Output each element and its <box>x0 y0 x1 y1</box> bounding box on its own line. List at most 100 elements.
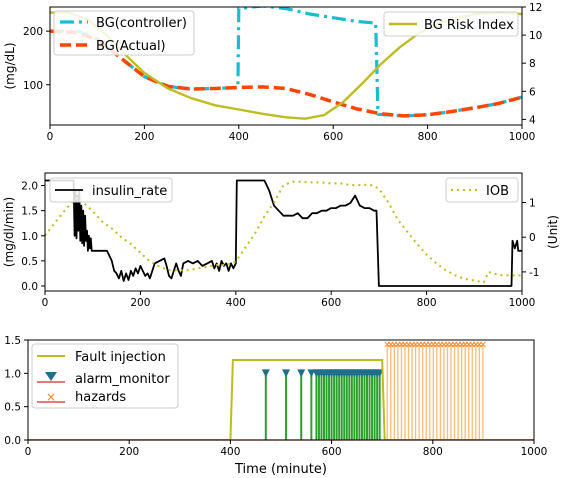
y2-tick-label: 6 <box>529 86 536 98</box>
x-tick-label: 400 <box>229 131 249 143</box>
y-tick-label: 2.0 <box>21 181 38 193</box>
hazard-marker: × <box>465 339 473 350</box>
x-tick-label: 0 <box>25 446 32 458</box>
hazard-marker: × <box>472 339 480 350</box>
hazard-marker: × <box>461 339 469 350</box>
y-tick-label: 1.5 <box>21 206 38 218</box>
bg-legend-left: BG(controller) BG(Actual) <box>53 10 195 56</box>
insulin-series-group <box>45 179 522 287</box>
hazard-marker: × <box>457 339 465 350</box>
y-tick-label: 1.5 <box>4 335 21 347</box>
hazard-marker: × <box>447 339 455 350</box>
legend-label-alarm-monitor: alarm_monitor <box>75 372 170 387</box>
x-tick-label: 0 <box>47 131 54 143</box>
fault-y-ticks: 0.0 0.5 1.0 1.5 <box>4 335 28 447</box>
y-tick-label: 0.0 <box>4 435 21 447</box>
insulin-y-axis-label: (mg/dl/min) <box>2 197 16 267</box>
y2-tick-label: 4 <box>529 114 536 126</box>
hazard-marker: × <box>394 339 402 350</box>
alarm-marker <box>261 369 270 378</box>
y-tick-label: 1.0 <box>21 231 38 243</box>
hazard-marker: × <box>429 339 437 350</box>
y-tick-label: 100 <box>23 80 43 92</box>
fault-x-ticks: 0 200 400 600 800 1000 <box>25 440 548 458</box>
series-bg-actual-line <box>50 29 522 118</box>
legend-label-bg-actual: BG(Actual) <box>96 39 166 54</box>
insulin-legend-right: IOB <box>445 177 519 203</box>
insulin-x-ticks: 0 200 400 600 800 1000 <box>42 291 536 309</box>
hazard-marker: × <box>387 339 395 350</box>
legend-marker-alarm-monitor <box>45 372 57 381</box>
y2-tick-label: 12 <box>529 2 542 14</box>
y2-tick-label: -1 <box>529 267 539 279</box>
hazard-marker: × <box>390 339 398 350</box>
alarm-marker <box>282 369 291 378</box>
y2-tick-label: 0 <box>529 232 536 244</box>
legend-label-bg-risk: BG Risk Index <box>424 18 514 33</box>
fault-series-group: ×××××××××××××××××××××××××××× <box>28 339 534 441</box>
insulin-legend-left: insulin_rate <box>49 177 173 203</box>
fault-legend: Fault injection alarm_monitor × hazards <box>31 343 179 409</box>
insulin-panel-frame <box>44 172 523 292</box>
legend-marker-hazards: × <box>46 390 56 404</box>
legend-label-iob: IOB <box>486 184 509 199</box>
hazard-marker: × <box>383 339 391 350</box>
bg-panel: 0 200 400 600 800 1000 100 200 4 6 8 10 12 (mg/dL)… <box>3 2 542 143</box>
hazard-marker: × <box>426 339 434 350</box>
hazard-marker: × <box>408 339 416 350</box>
insulin-y-ticks: 0.0 0.5 1.0 1.5 2.0 <box>21 181 45 293</box>
hazard-marker: × <box>450 339 458 350</box>
y2-tick-label: 10 <box>529 30 542 42</box>
alarm-marker <box>307 369 316 378</box>
y-tick-label: 1.0 <box>4 368 21 380</box>
bg-panel-frame <box>49 6 523 126</box>
bg-y-ticks: 100 200 <box>23 26 50 92</box>
x-tick-label: 800 <box>418 131 438 143</box>
bg-y-axis-label: (mg/dL) <box>3 42 17 89</box>
y-tick-label: 200 <box>23 26 43 38</box>
hazard-marker: × <box>443 339 451 350</box>
hazard-marker: × <box>422 339 430 350</box>
legend-label-bg-controller: BG(controller) <box>96 16 187 31</box>
hazard-marker: × <box>397 339 405 350</box>
hazard-marker: × <box>436 339 444 350</box>
fault-x-axis-label: Time (minute) <box>234 462 327 477</box>
x-tick-label: 600 <box>322 446 342 458</box>
legend-label-hazards: hazards <box>75 390 126 405</box>
x-tick-label: 400 <box>220 446 240 458</box>
alarm-marker <box>297 369 306 378</box>
hazard-marker: × <box>401 339 409 350</box>
hazard-marker: × <box>404 339 412 350</box>
fault-panel-frame <box>27 339 535 441</box>
legend-label-insulin-rate: insulin_rate <box>92 184 167 199</box>
bg-x-ticks: 0 200 400 600 800 1000 <box>47 125 536 143</box>
hazard-marker: × <box>440 339 448 350</box>
iob-y-axis-label: (Unit) <box>546 215 560 249</box>
x-tick-label: 400 <box>226 297 246 309</box>
hazard-marker: × <box>433 339 441 350</box>
x-tick-label: 200 <box>134 131 154 143</box>
hazard-marker: × <box>475 339 483 350</box>
fault-panel: ×××××××××××××××××××××××××××× 0 200 400 600 8… <box>4 335 547 477</box>
series-fault-injection-line <box>28 359 534 440</box>
x-tick-label: 1000 <box>509 297 536 309</box>
x-tick-label: 800 <box>423 446 443 458</box>
x-tick-label: 1000 <box>509 131 536 143</box>
hazard-marker: × <box>454 339 462 350</box>
iob-y-ticks: -1 0 1 <box>522 198 539 279</box>
x-tick-label: 200 <box>119 446 139 458</box>
y-tick-label: 0.5 <box>21 256 38 268</box>
series-insulin-rate-line <box>45 179 522 287</box>
y-tick-label: 0.0 <box>21 281 38 293</box>
x-tick-label: 200 <box>130 297 150 309</box>
x-tick-label: 1000 <box>521 446 548 458</box>
bg-risk-y-ticks: 4 6 8 10 12 <box>522 2 542 126</box>
hazard-marker: × <box>468 339 476 350</box>
hazard-marker: × <box>418 339 426 350</box>
x-tick-label: 600 <box>323 131 343 143</box>
insulin-panel: 0 200 400 600 800 1000 0.0 0.5 1.0 1.5 2.0 -1 0 1 (… <box>2 172 560 309</box>
bg-legend-right: BG Risk Index <box>383 11 519 37</box>
legend-label-fault-injection: Fault injection <box>75 350 166 365</box>
x-tick-label: 600 <box>321 297 341 309</box>
